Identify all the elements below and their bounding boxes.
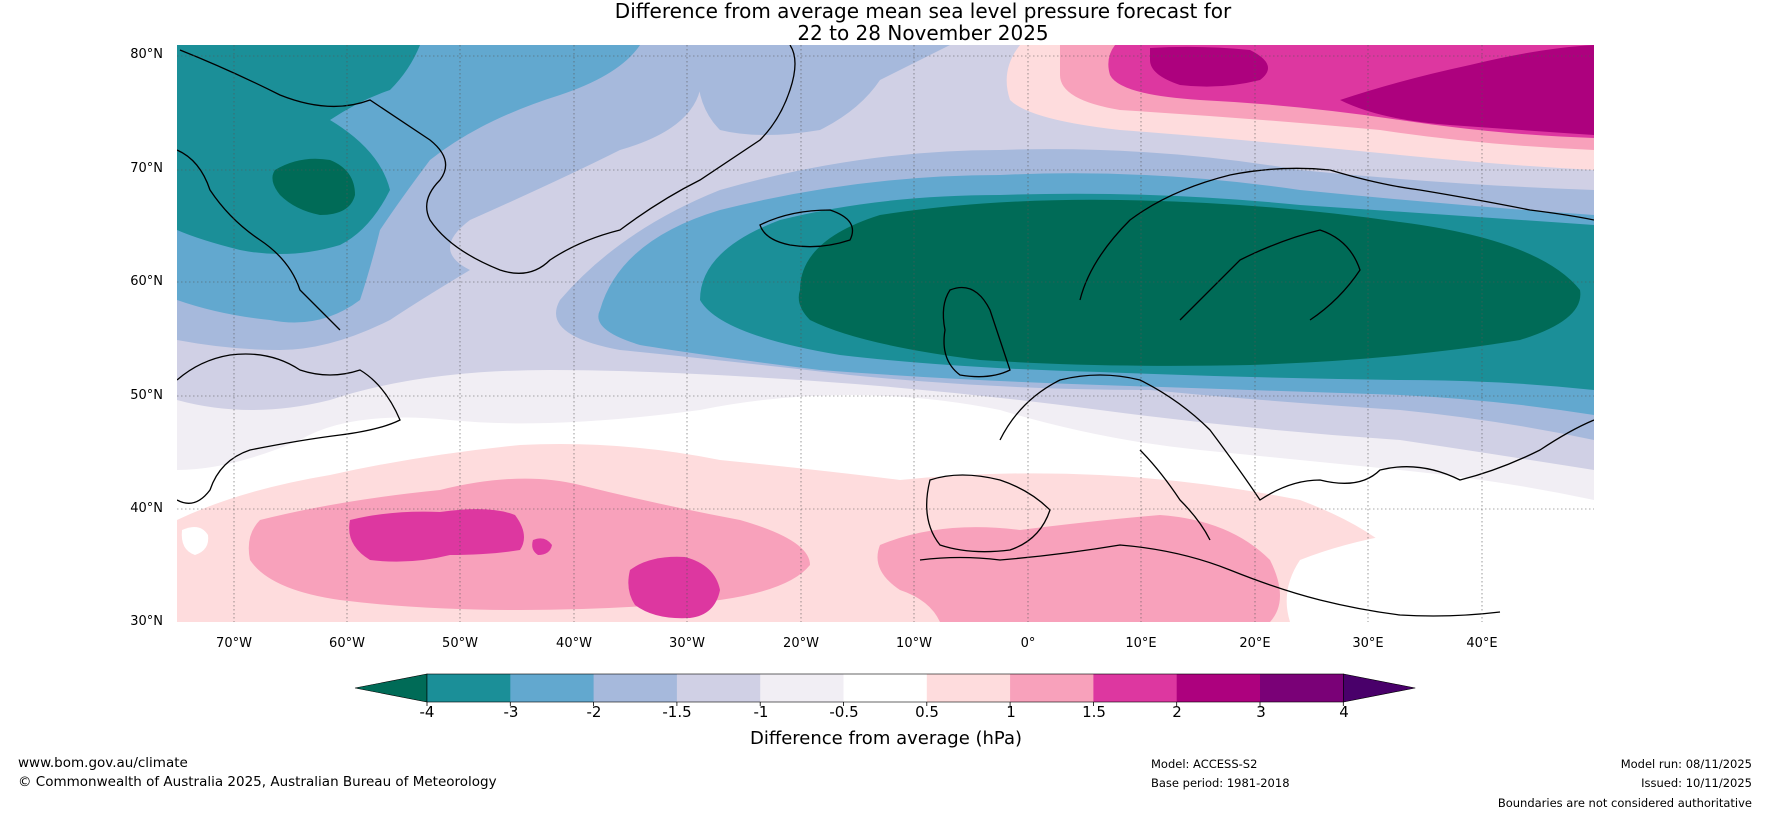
lon-label-30e: 30°E (1352, 636, 1384, 651)
anomaly-core-atlantic-central (628, 556, 720, 619)
lat-label-40n: 40°N (130, 501, 163, 516)
coastline-iceland (759, 209, 854, 248)
colorbar-label: -2 (586, 703, 602, 721)
model-run-text: Model run: 08/11/2025 (1620, 757, 1752, 771)
colorbar-segment (510, 674, 595, 702)
coastline-italy (1139, 449, 1211, 541)
chart-title-line2: 22 to 28 November 2025 (797, 21, 1049, 45)
colorbar-label: 3 (1256, 703, 1266, 721)
colorbar-extend-low (354, 673, 428, 703)
colorbar-title: Difference from average (hPa) (749, 728, 1023, 749)
lat-label-50n: 50°N (130, 388, 163, 403)
website-link[interactable]: www.bom.gov.au/climate (18, 755, 188, 771)
anomaly-core-atlantic-west (349, 509, 524, 562)
colorbar-segment (843, 674, 928, 702)
anomaly-core-greenland (272, 158, 355, 215)
lon-label-10w: 10°W (896, 636, 932, 651)
lon-label-0: 0° (1020, 636, 1036, 651)
lon-label-60w: 60°W (329, 636, 365, 651)
coastline-british-isles (942, 286, 1011, 378)
colorbar-segment (427, 674, 511, 702)
lat-label-60n: 60°N (130, 274, 163, 289)
lon-label-20e: 20°E (1239, 636, 1271, 651)
lat-label-30n: 30°N (130, 614, 163, 629)
lon-label-10e: 10°E (1125, 636, 1157, 651)
coastline-baffin (177, 149, 341, 331)
coastline-iberia (926, 474, 1051, 553)
colorbar-label: -1 (753, 703, 769, 721)
issued-text: Issued: 10/11/2025 (1641, 776, 1752, 790)
colorbar-segment (676, 674, 761, 702)
colorbar-border (426, 673, 1344, 703)
colorbar-segment (593, 674, 678, 702)
lon-label-50w: 50°W (442, 636, 478, 651)
colorbar-segment (926, 674, 1011, 702)
coastline-europe (999, 374, 1594, 501)
lat-label-70n: 70°N (130, 161, 163, 176)
lon-label-30w: 30°W (669, 636, 705, 651)
anomaly-white-patch-atlantic (181, 526, 209, 555)
chart-title-line1: Difference from average mean sea level p… (614, 0, 1232, 23)
lon-label-40e: 40°E (1466, 636, 1498, 651)
colorbar-label: 1 (1006, 703, 1016, 721)
colorbar-segment (1093, 674, 1178, 702)
colorbar-label: 2 (1172, 703, 1182, 721)
base-period-text: Base period: 1981-2018 (1151, 776, 1290, 790)
map-area (177, 45, 1594, 622)
colorbar-label: -0.5 (829, 703, 859, 721)
lon-label-20w: 20°W (783, 636, 819, 651)
model-text: Model: ACCESS-S2 (1151, 757, 1258, 771)
lon-label-70w: 70°W (216, 636, 252, 651)
coastline-greenland (179, 45, 796, 274)
colorbar-label: -3 (503, 703, 519, 721)
copyright-text: © Commonwealth of Australia 2025, Austra… (18, 774, 497, 790)
colorbar-extend-high (1343, 673, 1416, 703)
anomaly-core-atlantic-small (532, 538, 552, 555)
colorbar (354, 673, 1416, 706)
colorbar-label: 0.5 (915, 703, 939, 721)
anomaly-band-minus2-north (697, 45, 950, 135)
anomaly-band-white-africa (1286, 510, 1594, 622)
colorbar-segment (1260, 674, 1344, 702)
coastline-north-africa (919, 544, 1501, 617)
lon-label-40w: 40°W (556, 636, 592, 651)
colorbar-label: 1.5 (1082, 703, 1106, 721)
anomaly-core-barents (1150, 45, 1594, 135)
colorbar-segment (1176, 674, 1261, 702)
graticule (177, 45, 1594, 622)
colorbar-label: 4 (1339, 703, 1349, 721)
colorbar-segment (1010, 674, 1094, 702)
colorbar-label: -1.5 (662, 703, 692, 721)
colorbar-label: -4 (419, 703, 435, 721)
disclaimer-text: Boundaries are not considered authoritat… (1497, 796, 1752, 810)
coastline-labrador (177, 353, 401, 504)
lat-label-80n: 80°N (130, 47, 163, 62)
coastlines (177, 45, 1594, 617)
colorbar-segment (760, 674, 844, 702)
